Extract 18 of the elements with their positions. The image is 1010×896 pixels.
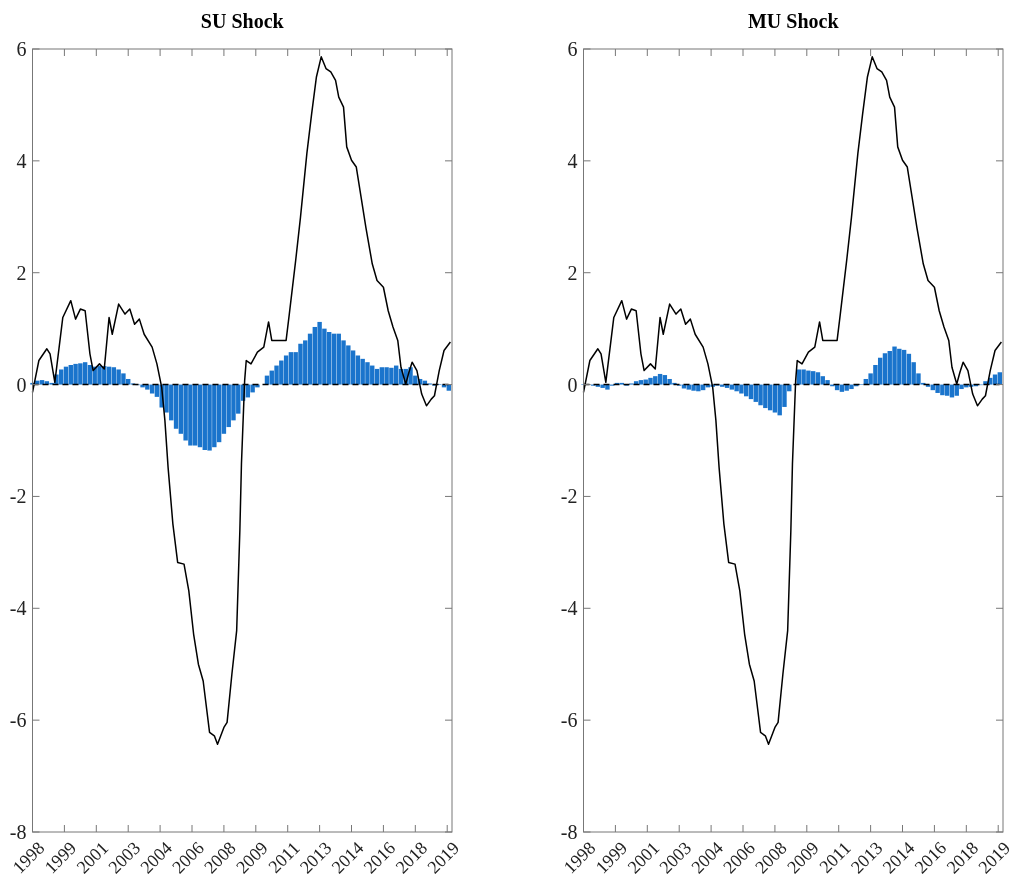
y-tick-label: -6 [9,709,27,732]
y-tick-label: 0 [16,373,27,396]
y-tick-label: -8 [560,821,578,843]
y-tick-label: -8 [9,821,27,843]
y-tick-label: 6 [16,38,27,60]
y-tick-label: 2 [567,261,578,284]
y-tick-label: -6 [560,709,578,732]
y-tick-label: -2 [560,485,578,508]
chart-title: SU Shock [200,10,285,32]
chart-title: MU Shock [747,10,840,32]
y-tick-label: 6 [567,38,578,60]
y-tick-label: 2 [16,261,27,284]
y-tick-label: -4 [9,597,27,620]
y-tick-label: -4 [560,597,578,620]
y-tick-label: -2 [9,485,27,508]
y-tick-label: 4 [16,149,27,172]
y-tick-label: 4 [567,149,578,172]
y-tick-label: 0 [567,373,578,396]
